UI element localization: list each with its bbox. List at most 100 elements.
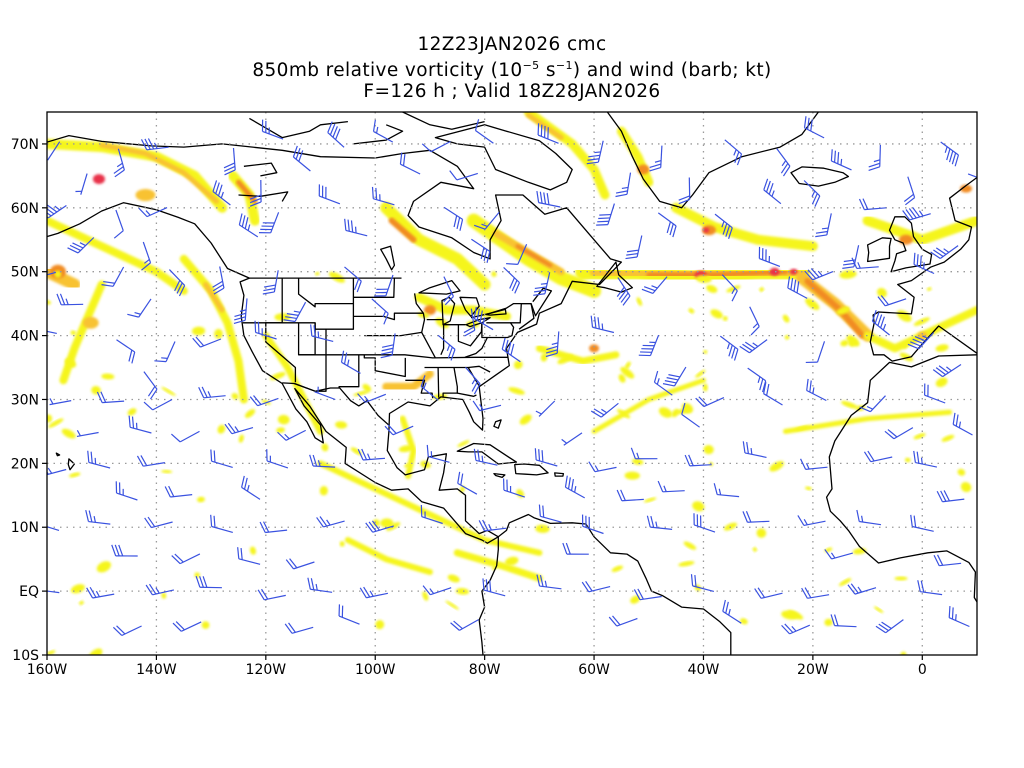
lat-label: 40N: [11, 329, 39, 345]
wind-barb: [143, 398, 173, 411]
wind-barb: [49, 398, 72, 406]
wind-barb: [371, 298, 389, 325]
border-idaho-wy: [242, 278, 355, 330]
lon-label: 120W: [246, 662, 287, 678]
wind-barb: [344, 218, 368, 237]
plot-title: 12Z23JAN2026 cmc 850mb relative vorticit…: [0, 34, 1024, 102]
wind-barb: [372, 119, 394, 143]
wind-barb: [913, 450, 938, 468]
wind-barb: [67, 237, 95, 254]
vort-speck: [703, 445, 714, 455]
wind-barb: [47, 589, 60, 594]
lat-label: EQ: [19, 584, 39, 600]
wind-barb: [868, 144, 881, 172]
lon-label: 160W: [27, 662, 68, 678]
wind-barb: [192, 336, 222, 348]
wind-barb: [714, 213, 733, 240]
wind-barb: [503, 478, 525, 498]
title-field-prefix: 850mb relative vorticity (10: [252, 60, 523, 81]
wind-barb: [851, 257, 879, 270]
vort-speck: [838, 578, 852, 587]
wind-barb: [284, 622, 314, 634]
vort-speck: [315, 271, 320, 276]
lake-superior: [418, 279, 461, 295]
lake-great-slave: [238, 191, 289, 202]
vort-speck: [249, 546, 257, 555]
coast-ireland: [866, 237, 892, 263]
wind-barb: [47, 271, 56, 279]
wind-barb: [421, 140, 451, 153]
wind-barb: [474, 119, 494, 144]
vort-speck: [404, 463, 410, 468]
wind-barb: [932, 363, 962, 378]
vort-band-itcz-e: [317, 460, 543, 556]
wind-barb: [210, 449, 233, 468]
lake-winnipeg: [380, 245, 396, 271]
coast-europe: [869, 176, 977, 362]
wind-barb: [223, 147, 236, 176]
vort-band-uk: [862, 215, 977, 245]
wind-barb: [877, 295, 907, 307]
vort-speck: [64, 358, 77, 368]
vort-speck: [47, 414, 53, 423]
vort-speck: [321, 443, 329, 452]
vort-speck: [740, 618, 748, 625]
wind-barb: [695, 396, 725, 408]
vort-speck: [513, 360, 523, 370]
wind-barb: [212, 180, 231, 206]
wind-barb: [545, 331, 560, 358]
wind-barb: [171, 553, 201, 565]
wind-barb: [535, 400, 556, 417]
vort-band-itcz: [453, 549, 543, 582]
wind-barb: [450, 619, 479, 631]
wind-barb: [561, 432, 583, 446]
vort-speck: [824, 618, 833, 627]
wind-barb: [534, 448, 558, 467]
vort-speck: [48, 418, 64, 428]
wind-barb: [257, 588, 286, 601]
wind-barb: [420, 375, 439, 401]
wind-barb: [910, 514, 934, 532]
vort-speck: [756, 528, 767, 538]
wind-barb: [693, 513, 716, 533]
wind-barb: [145, 583, 175, 596]
wind-barb: [586, 140, 604, 165]
coast-bahamas: [493, 419, 502, 429]
vort-speck: [375, 620, 385, 630]
vort-speck: [244, 409, 256, 418]
wind-barb: [803, 180, 821, 207]
vort-speck: [913, 433, 926, 440]
vort-speck: [353, 390, 370, 397]
wind-barb: [657, 212, 677, 238]
coast-africa: [825, 354, 977, 604]
wind-barb: [116, 339, 136, 364]
vort-speck: [935, 344, 949, 352]
wind-barb: [143, 371, 158, 400]
coast-south-america: [478, 513, 732, 655]
vort-speck: [805, 486, 812, 491]
wind-barb: [233, 298, 248, 325]
wind-barb: [127, 298, 152, 318]
wind-barb: [249, 395, 279, 407]
vort-band-africa: [783, 409, 953, 434]
wind-barb: [101, 266, 125, 287]
border-canada-east: [470, 302, 532, 319]
wind-barb: [115, 481, 138, 501]
wind-barb: [641, 276, 668, 294]
wind-barb: [713, 483, 740, 498]
map-frame: [46, 111, 978, 656]
vort-speck: [692, 501, 705, 512]
wind-barb: [128, 415, 152, 434]
vort-speck: [127, 408, 137, 416]
wind-barb: [933, 554, 962, 567]
wind-barb: [824, 549, 853, 560]
map-background: [47, 112, 977, 655]
vort-band-labrador-core: [515, 244, 553, 268]
wind-barb: [616, 277, 631, 306]
coast-cuba: [456, 442, 518, 465]
wind-barb: [307, 577, 333, 593]
border-tn: [424, 365, 491, 373]
wind-barb: [653, 370, 673, 396]
wind-barb: [198, 386, 226, 399]
vort-speck: [457, 440, 470, 447]
